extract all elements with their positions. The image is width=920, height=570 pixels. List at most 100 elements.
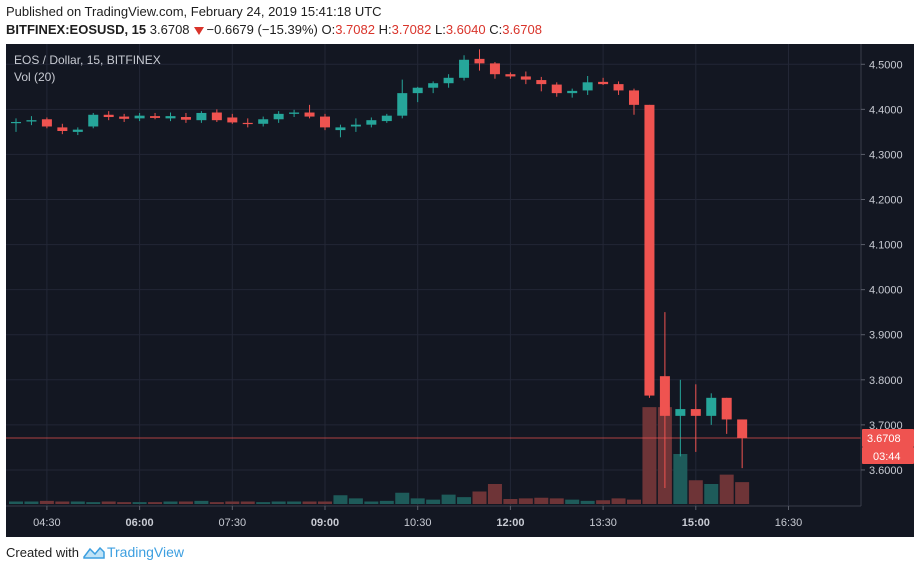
volume-bar <box>70 501 85 504</box>
time-axis-label: 09:00 <box>311 517 339 529</box>
price-axis-label: 4.4000 <box>869 104 903 116</box>
volume-bar <box>565 499 580 504</box>
volume-bar <box>379 500 394 504</box>
volume-bar <box>518 498 533 504</box>
volume-bar <box>39 500 54 504</box>
price-axis-label: 3.9000 <box>869 330 903 342</box>
volume-bar <box>426 499 441 504</box>
volume-bar <box>580 500 595 504</box>
candle-body <box>737 419 748 439</box>
candle-body <box>150 116 161 118</box>
price-change: −0.6679 (−15.39%) <box>206 22 318 37</box>
countdown-badge-label: 03:44 <box>873 451 901 463</box>
low-label: L: <box>434 22 446 37</box>
candle-body <box>505 74 516 77</box>
volume-bar <box>86 502 101 504</box>
candle-body <box>180 117 191 120</box>
candle-body <box>335 127 346 131</box>
open-label: O: <box>321 22 336 37</box>
high-value: 3.7082 <box>391 22 432 37</box>
volume-indicator-label: Vol (20) <box>14 70 55 84</box>
time-axis-label: 10:30 <box>404 517 432 529</box>
volume-bar <box>271 501 286 504</box>
candle-body <box>721 397 732 420</box>
candle-body <box>134 115 145 119</box>
volume-bar <box>225 501 240 504</box>
candle-body <box>304 112 315 117</box>
chart-background <box>6 44 914 537</box>
candle-body <box>227 117 238 123</box>
volume-bar <box>24 501 39 504</box>
volume-bar <box>101 501 116 504</box>
volume-bar <box>117 502 132 504</box>
volume-bar <box>364 501 379 504</box>
volume-bar <box>55 501 70 504</box>
volume-bar <box>163 501 178 504</box>
candle-body <box>88 114 99 127</box>
chart-title: EOS / Dollar, 15, BITFINEX <box>14 53 161 67</box>
countdown-badge <box>862 447 914 465</box>
candle-body <box>459 59 470 78</box>
price-axis-label: 4.1000 <box>869 240 903 252</box>
volume-bar <box>333 495 348 504</box>
volume-bar <box>704 484 719 504</box>
price-axis-label: 3.6000 <box>869 465 903 477</box>
price-axis-label: 4.5000 <box>869 59 903 71</box>
candle-body <box>428 83 439 88</box>
volume-bar <box>410 498 425 504</box>
candle-body <box>412 87 423 94</box>
candle-body <box>26 120 37 122</box>
volume-bar <box>487 484 502 504</box>
time-axis-label: 06:00 <box>126 517 154 529</box>
candle-body <box>211 112 222 121</box>
volume-bar <box>9 501 23 504</box>
volume-bar <box>457 497 472 504</box>
candle-body <box>258 119 269 124</box>
volume-bar <box>395 492 410 504</box>
close-value: 3.6708 <box>502 22 542 37</box>
tradingview-brand: TradingView <box>106 544 185 560</box>
candle-body <box>536 80 547 85</box>
volume-bar <box>735 482 750 504</box>
candle-body <box>675 409 686 416</box>
candle-body <box>551 84 562 94</box>
last-price: 3.6708 <box>149 22 190 37</box>
candle-body <box>72 129 83 132</box>
candle-body <box>103 114 114 118</box>
candlestick-chart[interactable]: 4.5000 4.4000 4.3000 4.2000 4.1000 4.0000 3.90… <box>6 44 914 537</box>
candle-body <box>119 116 130 119</box>
candle-body <box>706 397 717 416</box>
time-axis-label: 13:30 <box>589 517 617 529</box>
chart-panel[interactable]: 4.5000 4.4000 4.3000 4.2000 4.1000 4.0000 3.90… <box>6 44 914 537</box>
volume-bar <box>194 500 209 504</box>
last-price-badge-label: 3.6708 <box>867 433 901 445</box>
volume-bar <box>348 498 363 504</box>
candle-body <box>520 76 531 80</box>
volume-bar <box>240 501 255 504</box>
time-axis-label: 16:30 <box>775 517 803 529</box>
low-value: 3.6040 <box>445 22 486 37</box>
volume-bar <box>627 499 641 504</box>
symbol-ohlc-line: BITFINEX:EOSUSD, 15 3.6708 −0.6679 (−15.3… <box>6 22 542 37</box>
last-price-badge <box>862 429 914 448</box>
candle-body <box>474 58 485 64</box>
volume-bar <box>611 498 626 504</box>
candle-body <box>489 63 500 75</box>
high-label: H: <box>378 22 392 37</box>
candle-body <box>598 81 609 85</box>
tradingview-logo-icon <box>83 546 105 559</box>
volume-bar <box>132 502 147 504</box>
candle-body <box>289 112 300 114</box>
candle-body <box>41 119 52 127</box>
candle-body <box>397 93 408 116</box>
price-axis-label: 3.8000 <box>869 375 903 387</box>
time-axis-label: 07:30 <box>219 517 247 529</box>
candle-body <box>350 124 361 127</box>
tradingview-logo[interactable]: TradingView <box>83 544 184 560</box>
candle-body <box>273 113 284 120</box>
candle-body <box>366 120 377 125</box>
candle-body <box>11 121 21 124</box>
volume-bar <box>673 454 688 504</box>
candle-body <box>613 84 624 91</box>
candle-body <box>165 116 176 119</box>
